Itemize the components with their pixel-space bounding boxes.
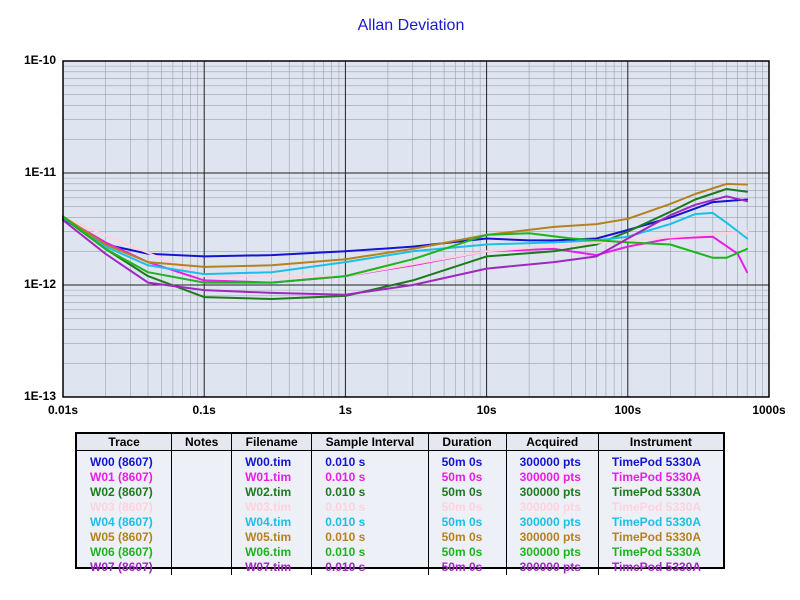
legend-cell-filename: W03.tim [231, 500, 313, 515]
legend-cell-instrument: TimePod 5330A [611, 500, 702, 514]
legend-row: W07 (8607) W07.tim 0.010 s 50m 0s 300000 pts… [77, 560, 723, 575]
legend-cell-trace: W01 (8607) [77, 470, 173, 485]
legend-cell-acquired: 300000 pts [506, 470, 599, 485]
legend-cell-duration: 50m 0s [428, 545, 507, 560]
legend-row: W04 (8607) W04.tim 0.010 s 50m 0s 300000 pts… [77, 515, 723, 530]
legend-header-cell: Instrument [598, 434, 723, 451]
y-tick-label: 1E-11 [24, 165, 56, 179]
x-tick-label: 0.01s [47, 403, 79, 417]
legend-cell-filename: W02.tim [231, 485, 313, 500]
legend-cell-acquired: 300000 pts [506, 515, 599, 530]
legend-cell-duration: 50m 0s [428, 530, 507, 545]
y-tick-label: 1E-12 [23, 277, 56, 291]
legend-cell-notes [171, 450, 233, 470]
legend-cell-interval: 0.010 s [311, 515, 429, 530]
plot-background [63, 61, 769, 397]
x-tick-label: 1s [338, 403, 353, 417]
x-tick-label: 1000s [752, 403, 786, 417]
legend-cell-duration: 50m 0s [428, 450, 507, 470]
legend-row: W03 (8607) W03.tim 0.010 s 50m 0s 300000 pts… [77, 500, 723, 515]
legend-cell-acquired: 300000 pts [506, 485, 599, 500]
legend-cell-notes [171, 485, 233, 500]
x-tick-label: 100s [614, 403, 642, 417]
legend-cell-interval: 0.010 s [311, 450, 429, 470]
legend-cell-trace: W04 (8607) [77, 515, 173, 530]
series-line-w07 [62, 195, 749, 296]
legend-cell-trace: W03 (8607) [77, 500, 173, 515]
chart-title: Allan Deviation [357, 17, 465, 34]
legend-cell-duration: 50m 0s [428, 485, 507, 500]
legend-cell-filename: W05.tim [231, 530, 313, 545]
legend-row: W06 (8607) W06.tim 0.010 s 50m 0s 300000 pts… [77, 545, 723, 560]
legend-cell-filename: W07.tim [231, 560, 313, 575]
legend-cell-duration: 50m 0s [428, 500, 507, 515]
legend-cell-interval: 0.010 s [311, 500, 429, 515]
legend-table: Trace Notes Filename Sample Interval Duratio… [75, 432, 725, 575]
legend-cell-instrument: TimePod 5330A [611, 455, 702, 469]
legend-cell-acquired: 300000 pts [506, 530, 599, 545]
legend-cell-instrument: TimePod 5330A [611, 485, 702, 499]
legend-cell-instrument: TimePod 5330A [611, 530, 702, 544]
legend-row: W05 (8607) W05.tim 0.010 s 50m 0s 300000 pts… [77, 530, 723, 545]
legend-header-row: Trace Notes Filename Sample Interval Duratio… [77, 434, 723, 451]
legend-cell-interval: 0.010 s [311, 530, 429, 545]
legend-header-cell: Trace [77, 434, 173, 451]
legend-cell-notes [171, 470, 233, 485]
legend-cell-instrument: TimePod 5330A [611, 560, 702, 574]
series-line-w00 [62, 198, 749, 258]
legend-cell-duration: 50m 0s [428, 515, 507, 530]
legend-cell-notes [171, 545, 233, 560]
series-line-w04 [62, 211, 749, 276]
x-tick-label: 10s [476, 403, 497, 417]
legend-header-cell: Sample Interval [311, 434, 429, 451]
y-tick-label: 1E-10 [23, 53, 56, 67]
legend-cell-trace: W02 (8607) [77, 485, 173, 500]
legend-body: W00 (8607) W00.tim 0.010 s 50m 0s 300000 pts… [77, 450, 723, 575]
legend-header-cell: Notes [171, 434, 233, 451]
legend-cell-acquired: 300000 pts [506, 500, 599, 515]
legend-cell-instrument: TimePod 5330A [611, 545, 702, 559]
legend-cell-filename: W06.tim [231, 545, 313, 560]
allan-deviation-plot [62, 60, 770, 398]
legend-header-cell: Filename [231, 434, 313, 451]
legend-row: W00 (8607) W00.tim 0.010 s 50m 0s 300000 pts… [77, 450, 723, 470]
legend-cell-notes [171, 530, 233, 545]
legend-cell-interval: 0.010 s [311, 470, 429, 485]
legend-row: W01 (8607) W01.tim 0.010 s 50m 0s 300000 pts… [77, 470, 723, 485]
legend-cell-instrument: TimePod 5330A [611, 470, 702, 484]
legend-header-cell: Acquired [506, 434, 599, 451]
series-line-w02 [62, 188, 749, 300]
legend-cell-filename: W01.tim [231, 470, 313, 485]
legend-cell-trace: W05 (8607) [77, 530, 173, 545]
legend-cell-notes [171, 500, 233, 515]
x-tick-label: 0.1s [192, 403, 216, 417]
legend-cell-filename: W04.tim [231, 515, 313, 530]
legend-cell-notes [171, 515, 233, 530]
legend-cell-duration: 50m 0s [428, 560, 507, 575]
legend-cell-interval: 0.010 s [311, 560, 429, 575]
y-tick-label: 1E-13 [23, 389, 56, 403]
legend-cell-instrument: TimePod 5330A [611, 515, 702, 529]
legend-header-cell: Duration [428, 434, 507, 451]
legend-cell-acquired: 300000 pts [506, 545, 599, 560]
legend-cell-interval: 0.010 s [311, 545, 429, 560]
legend-cell-filename: W00.tim [231, 450, 313, 470]
plot-frame [62, 60, 770, 398]
legend-cell-acquired: 300000 pts [506, 560, 599, 575]
legend-cell-interval: 0.010 s [311, 485, 429, 500]
legend-cell-trace: W00 (8607) [77, 450, 173, 470]
legend-cell-acquired: 300000 pts [506, 450, 599, 470]
legend-row: W02 (8607) W02.tim 0.010 s 50m 0s 300000 pts… [77, 485, 723, 500]
legend-cell-trace: W07 (8607) [77, 560, 173, 575]
legend-cell-duration: 50m 0s [428, 470, 507, 485]
series-line-w03 [62, 216, 749, 278]
series-line-w06 [62, 215, 749, 284]
legend-cell-trace: W06 (8607) [77, 545, 173, 560]
legend-cell-notes [171, 560, 233, 575]
